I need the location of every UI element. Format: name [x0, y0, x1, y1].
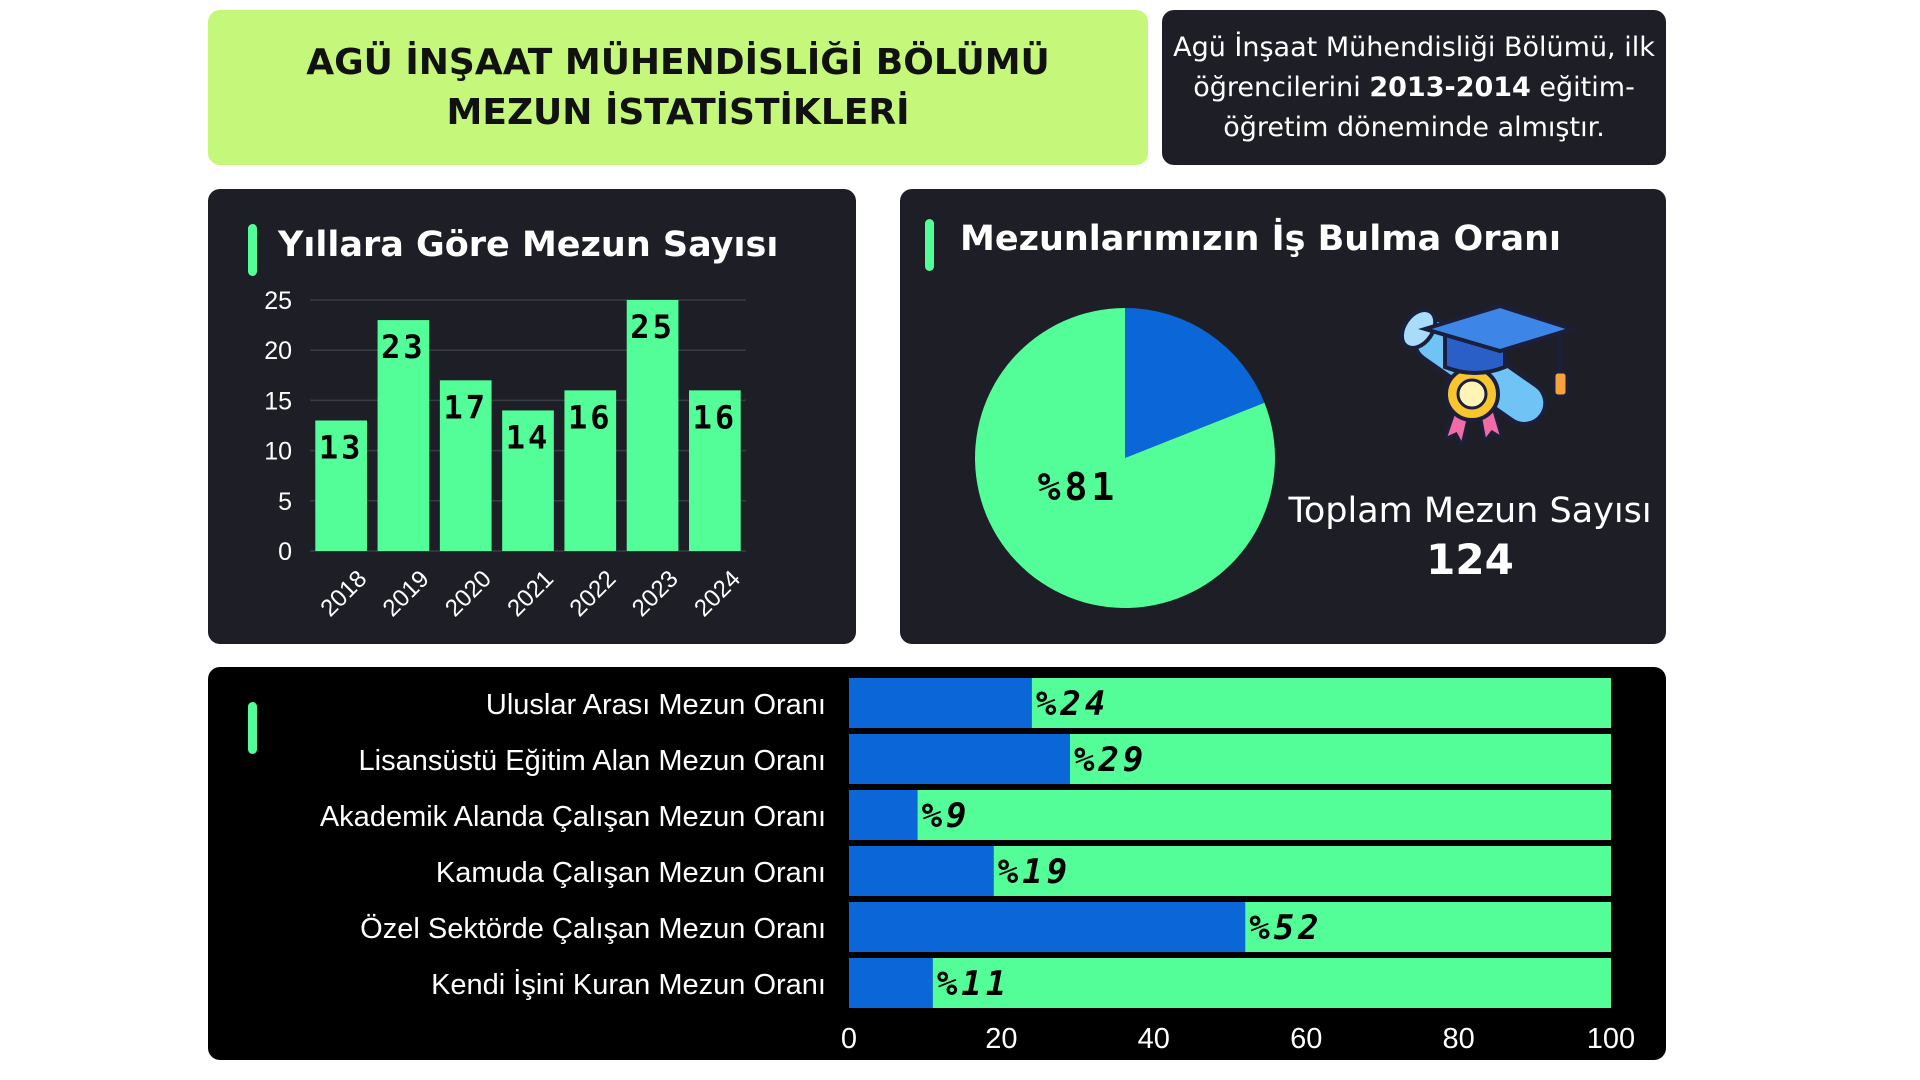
graduate-rates-card: %24 Uluslar Arası Mezun Oranı %29 Lisansüst…: [208, 667, 1666, 1060]
accent-bar: [248, 224, 257, 276]
y-tick-label: 10: [264, 438, 292, 466]
rate-bar: [849, 678, 1032, 728]
bar-2019: [377, 320, 430, 551]
rate-bar: [849, 734, 1070, 784]
rate-bar: [849, 902, 1246, 952]
rate-category-label: Kendi İşini Kuran Mezun Oranı: [431, 968, 826, 1001]
employment-rate-pie: %81: [975, 308, 1275, 608]
x-tick-label: 0: [841, 1023, 857, 1055]
info-text: Agü İnşaat Mühendisliği Bölümü, ilk öğre…: [1162, 28, 1666, 148]
bar-value-label: 17: [443, 388, 488, 426]
rate-value-label: %29: [1074, 740, 1147, 780]
x-tick-label: 2021: [502, 565, 559, 622]
x-tick-label: 2022: [565, 565, 622, 622]
x-tick-label: 80: [1442, 1023, 1474, 1055]
total-graduates-value: 124: [1426, 535, 1514, 584]
rate-category-label: Kamuda Çalışan Mezun Oranı: [436, 857, 826, 889]
x-tick-label: 2023: [627, 565, 684, 622]
graduates-by-year-card: Yıllara Göre Mezun Sayısı 0 5 10 15 20 25 13 20…: [208, 189, 856, 644]
x-tick-label: 40: [1138, 1023, 1170, 1055]
y-tick-label: 25: [264, 287, 292, 315]
pie-slice-employed: [975, 308, 1275, 608]
y-tick-label: 15: [264, 387, 292, 415]
total-graduates-label: Toplam Mezun Sayısı: [1288, 491, 1652, 531]
x-tick-label: 2024: [689, 565, 746, 622]
rate-category-label: Lisansüstü Eğitim Alan Mezun Oranı: [359, 745, 826, 777]
rate-value-label: %11: [937, 964, 1010, 1004]
bar-2022: [564, 390, 617, 551]
x-tick-label: 2020: [440, 565, 497, 622]
bar-2018: [315, 420, 367, 551]
graduate-rates-chart: %24 Uluslar Arası Mezun Oranı %29 Lisansüst…: [320, 678, 1635, 1055]
info-card: Agü İnşaat Mühendisliği Bölümü, ilk öğre…: [1162, 10, 1666, 165]
rate-category-label: Özel Sektörde Çalışan Mezun Oranı: [360, 913, 826, 945]
bar-value-label: 16: [568, 398, 613, 436]
graduates-by-year-title: Yıllara Göre Mezun Sayısı: [278, 225, 779, 265]
x-tick-label: 60: [1290, 1023, 1322, 1055]
y-tick-label: 0: [278, 538, 292, 566]
x-tick-label: 2018: [315, 565, 372, 622]
x-tick-label: 20: [985, 1023, 1017, 1055]
rate-bar-background: [849, 790, 1611, 840]
bar-2023: [626, 300, 679, 551]
title-card: AGÜ İNŞAAT MÜHENDİSLİĞİ BÖLÜMÜ MEZUN İST…: [208, 10, 1148, 165]
bar-2024: [689, 390, 741, 551]
rate-bar: [849, 958, 933, 1008]
info-text-part1: Agü İnşaat Mühendisliği Bölümü, ilk öğre…: [1173, 31, 1655, 103]
y-tick-label: 5: [278, 488, 292, 516]
rate-value-label: %9: [922, 796, 971, 836]
info-text-years: 2013-2014: [1369, 71, 1531, 103]
bar-value-label: 14: [506, 418, 551, 456]
bar-2020: [439, 380, 492, 551]
x-tick-label: 100: [1587, 1023, 1635, 1055]
employment-rate-title: Mezunlarımızın İş Bulma Oranı: [960, 219, 1562, 259]
employment-rate-card: Mezunlarımızın İş Bulma Oranı %81 Toplam…: [900, 189, 1666, 644]
y-tick-label: 20: [264, 337, 292, 365]
rate-bar: [849, 790, 918, 840]
bar-value-label: 16: [693, 398, 738, 436]
rate-category-label: Akademik Alanda Çalışan Mezun Oranı: [320, 801, 826, 833]
x-tick-label: 2019: [378, 565, 435, 622]
rate-bar-background: [849, 958, 1611, 1008]
pie-slice-other: [1125, 308, 1265, 458]
bar-2021: [502, 410, 554, 551]
bar-value-label: 25: [630, 308, 675, 346]
rate-value-label: %19: [998, 852, 1071, 892]
rate-value-label: %24: [1036, 684, 1109, 724]
bar-value-label: 13: [319, 428, 364, 466]
rate-bar: [849, 846, 994, 896]
graduates-by-year-chart: 0 5 10 15 20 25 13 2018 23 2019 17 2020 14 2021 16 2022…: [264, 287, 746, 622]
accent-bar: [925, 219, 934, 271]
rate-value-label: %52: [1249, 908, 1322, 948]
graduation-cap-diploma-icon: [1399, 303, 1579, 450]
info-text-part2: eğitim-öğretim döneminde almıştır.: [1223, 71, 1635, 143]
bar-value-label: 23: [381, 328, 426, 366]
pie-value-label: %81: [1038, 465, 1119, 509]
rate-category-label: Uluslar Arası Mezun Oranı: [486, 689, 826, 721]
accent-bar: [248, 702, 257, 754]
page-title: AGÜ İNŞAAT MÜHENDİSLİĞİ BÖLÜMÜ MEZUN İST…: [306, 41, 1050, 133]
